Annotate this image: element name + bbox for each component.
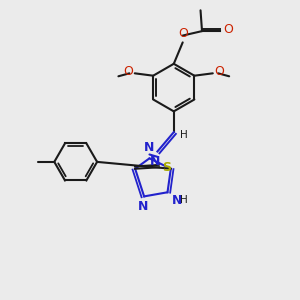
Text: N: N — [150, 155, 160, 168]
Text: N: N — [137, 200, 148, 213]
Text: O: O — [223, 23, 233, 36]
Text: S: S — [162, 161, 171, 174]
Text: O: O — [123, 65, 133, 78]
Text: O: O — [178, 27, 188, 40]
Text: N: N — [172, 194, 182, 207]
Text: H: H — [180, 130, 188, 140]
Text: H: H — [180, 195, 188, 205]
Text: N: N — [144, 142, 154, 154]
Text: O: O — [214, 65, 224, 78]
